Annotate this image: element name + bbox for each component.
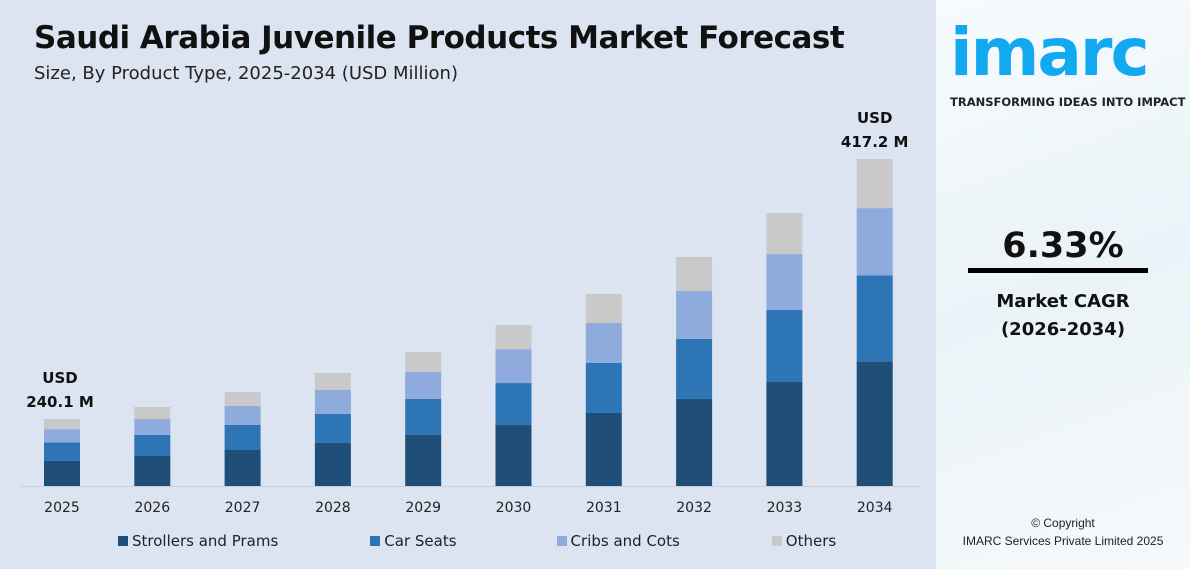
x-tick-label: 2029: [405, 500, 441, 516]
bar-segment-2028-0: [314, 442, 351, 486]
copyright-text: © Copyright: [1031, 516, 1095, 530]
bar-segment-2027-0: [224, 450, 261, 486]
bar-segment-2025-2: [44, 429, 80, 443]
bar-segment-2026-3: [134, 406, 171, 419]
bar-segment-2034-2: [856, 208, 893, 276]
bar-segment-2031-1: [585, 362, 622, 413]
bar-segment-2031-3: [585, 293, 622, 323]
bar-segment-2029-2: [405, 371, 442, 399]
x-tick-label: 2026: [134, 500, 170, 516]
cagr-label-text: Market CAGR: [996, 291, 1130, 312]
bar-segment-2032-3: [676, 256, 713, 291]
imarc-logo: imarc: [950, 14, 1150, 91]
x-tick-label: 2033: [767, 500, 803, 516]
legend-swatch: [556, 536, 567, 546]
bar-segment-2033-2: [766, 254, 803, 311]
chart-panel: Saudi Arabia Juvenile Products Market Fo…: [0, 0, 936, 569]
bar-segment-2030-3: [495, 325, 532, 350]
bar-segment-2034-3: [856, 158, 893, 209]
bar-segment-2025-0: [44, 460, 80, 486]
legend-swatch: [771, 536, 782, 546]
bar-segment-2027-1: [224, 424, 261, 451]
chart-subtitle: Size, By Product Type, 2025-2034 (USD Mi…: [34, 63, 458, 84]
bar-segment-2028-1: [314, 413, 351, 443]
bar-segment-2032-1: [676, 338, 713, 399]
legend-label: Strollers and Prams: [132, 532, 279, 550]
data-label: 417.2 M: [841, 133, 909, 151]
cagr-period: (2026-2034): [1000, 319, 1126, 340]
bar-segment-2025-1: [44, 442, 80, 461]
sidebar: imarc TRANSFORMING IDEAS INTO IMPACT 6.3…: [936, 0, 1190, 569]
x-tick-label: 2032: [676, 500, 712, 516]
x-tick-label: 2034: [857, 500, 893, 516]
legend-item: Car Seats: [370, 532, 457, 550]
bar-segment-2029-0: [405, 434, 442, 486]
legend-label: Car Seats: [384, 532, 457, 550]
data-label: USD: [42, 369, 77, 387]
tagline: TRANSFORMING IDEAS INTO IMPACT: [950, 95, 1186, 109]
legend-item: Cribs and Cots: [556, 532, 680, 550]
divider: [968, 268, 1148, 273]
x-tick-label: 2031: [586, 500, 622, 516]
bar-segment-2029-3: [405, 351, 442, 372]
bar-segment-2034-0: [856, 361, 893, 486]
legend-item: Strollers and Prams: [118, 532, 278, 550]
legend-label: Others: [785, 532, 837, 550]
legend-swatch: [118, 536, 128, 546]
legend-label: Cribs and Cots: [570, 532, 680, 550]
bar-segment-2034-1: [856, 275, 893, 362]
data-label: 240.1 M: [26, 393, 94, 411]
x-tick-label: 2030: [496, 500, 532, 516]
bar-segment-2026-2: [134, 418, 171, 435]
bar-segment-2025-3: [44, 419, 80, 430]
bar-segment-2033-0: [766, 382, 803, 486]
legend-item: Others: [771, 532, 837, 550]
bar-segment-2030-0: [495, 425, 532, 486]
cagr-value: 6.33%: [1002, 226, 1124, 266]
chart-title: Saudi Arabia Juvenile Products Market Fo…: [34, 20, 845, 56]
copyright: © Copyright IMARC Services Private Limit…: [936, 514, 1190, 550]
bar-segment-2027-3: [224, 392, 261, 406]
x-tick-label: 2028: [315, 500, 351, 516]
x-tick-label: 2025: [44, 500, 80, 516]
bar-segment-2031-2: [585, 322, 622, 363]
cagr-label: Market CAGR (2026-2034): [936, 288, 1190, 344]
bar-segment-2033-1: [766, 310, 803, 383]
legend: Strollers and Prams Car Seats Cribs and Co…: [118, 532, 836, 550]
bar-segment-2032-0: [676, 398, 713, 486]
bar-segment-2031-0: [585, 412, 622, 486]
company-name: IMARC Services Private Limited 2025: [962, 534, 1164, 548]
bar-segment-2030-1: [495, 383, 532, 426]
bar-segment-2033-3: [766, 213, 803, 255]
bar-segment-2028-3: [314, 372, 351, 390]
bar-segment-2030-2: [495, 349, 532, 384]
bar-segment-2026-1: [134, 434, 171, 456]
bar-segment-2028-2: [314, 389, 351, 414]
bar-segment-2026-0: [134, 455, 171, 486]
x-tick-label: 2027: [225, 500, 261, 516]
stacked-bar-chart: 2025 USD 240.1 M 2026 2027 2028 2029 2030 2031 20…: [20, 109, 920, 516]
data-label: USD: [857, 109, 892, 127]
bar-segment-2027-2: [224, 405, 261, 425]
bar-segment-2032-2: [676, 290, 713, 339]
legend-swatch: [370, 536, 381, 546]
bar-segment-2029-1: [405, 398, 442, 435]
